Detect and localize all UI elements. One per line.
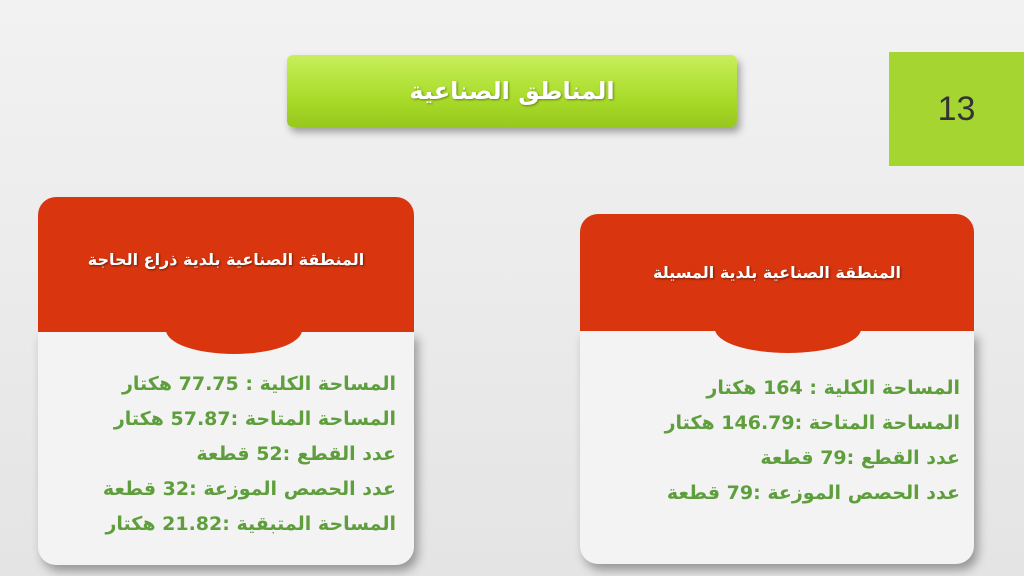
slide-number-box: 13 — [889, 52, 1024, 166]
detail-line: عدد الحصص الموزعة :79 قطعة — [666, 482, 960, 504]
card-details: المساحة الكلية : 77.75 هكتار المساحة الم… — [36, 367, 396, 542]
slide-title-banner: المناطق الصناعية — [287, 55, 737, 127]
detail-line: المساحة الكلية : 164 هكتار — [706, 377, 960, 399]
slide-number: 13 — [937, 89, 976, 128]
detail-line: المساحة المتاحة :146.79 هكتار — [664, 412, 960, 434]
card-body — [38, 332, 414, 565]
card-details: المساحة الكلية : 164 هكتار المساحة المتا… — [580, 371, 960, 511]
card-heading: المنطقة الصناعية بلدية ذراع الحاجة — [87, 250, 365, 269]
card-heading: المنطقة الصناعية بلدية المسيلة — [653, 263, 901, 282]
detail-line: المساحة الكلية : 77.75 هكتار — [121, 373, 396, 395]
slide-title: المناطق الصناعية — [409, 77, 615, 105]
detail-line: المساحة المتبقية :21.82 هكتار — [105, 513, 396, 535]
card-msila: المنطقة الصناعية بلدية المسيلة المساحة ا… — [580, 214, 974, 564]
detail-line: المساحة المتاحة :57.87 هكتار — [113, 408, 396, 430]
detail-line: عدد القطع :52 قطعة — [196, 443, 396, 465]
detail-line: عدد الحصص الموزعة :32 قطعة — [102, 478, 396, 500]
card-body — [580, 331, 974, 564]
card-header: المنطقة الصناعية بلدية المسيلة — [580, 214, 974, 331]
card-header: المنطقة الصناعية بلدية ذراع الحاجة — [38, 197, 414, 332]
detail-line: عدد القطع :79 قطعة — [760, 447, 960, 469]
card-dhraa-el-hadja: المنطقة الصناعية بلدية ذراع الحاجة المسا… — [38, 197, 414, 565]
